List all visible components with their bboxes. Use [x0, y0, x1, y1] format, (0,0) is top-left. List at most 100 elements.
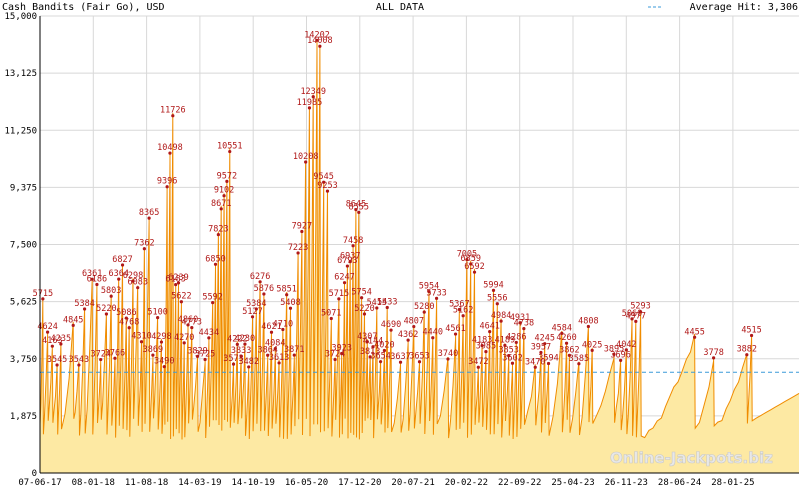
peak-label: 4084 [265, 339, 285, 349]
peak-label: 5220 [354, 304, 374, 314]
peak-marker [577, 362, 581, 366]
peak-label: 3543 [69, 355, 89, 365]
peak-label: 3585 [569, 354, 589, 364]
peak-marker [427, 290, 431, 294]
peak-label: 5408 [280, 298, 300, 308]
peak-marker [45, 330, 50, 334]
peak-marker [503, 343, 507, 347]
peak-marker [564, 341, 569, 345]
peak-label: 7927 [292, 221, 312, 231]
peak-label: 3829 [187, 346, 207, 356]
x-tick-label: 07-06-17 [18, 478, 61, 488]
peak-label: 7823 [208, 225, 228, 235]
peak-label: 3573 [223, 354, 243, 364]
peak-marker [630, 317, 634, 321]
peak-label: 3985 [476, 342, 496, 352]
peak-marker [174, 283, 178, 287]
peak-label: 5433 [377, 297, 397, 307]
peak-label: 6276 [250, 272, 270, 282]
peak-label: 6592 [464, 262, 484, 272]
peak-label: 4807 [404, 317, 424, 327]
peak-label: 6364 [109, 269, 129, 279]
y-tick-label: 13,125 [4, 69, 37, 79]
peak-marker [127, 326, 131, 330]
peak-label: 6083 [127, 278, 147, 288]
peak-label: 3864 [257, 345, 277, 355]
peak-label: 3871 [284, 345, 304, 355]
peak-label: 6827 [112, 255, 132, 265]
peak-marker [634, 319, 638, 323]
peak-label: 5293 [630, 302, 650, 312]
peak-label: 3602 [502, 353, 522, 363]
x-tick-label: 16-05-20 [285, 478, 328, 488]
peak-label: 4298 [151, 332, 171, 342]
peak-label: 4025 [582, 340, 602, 350]
peak-marker [446, 357, 450, 361]
peak-marker [168, 151, 172, 155]
peak-marker [182, 341, 186, 345]
chart-title: Cash Bandits (Fair Go), USD [2, 2, 165, 13]
peak-labels: 5715 4624 4163 3545 4235 4845 3543 5384 63616186… [33, 30, 762, 369]
peak-marker [371, 345, 375, 349]
peak-marker [325, 189, 330, 193]
peak-label: 4584 [552, 323, 572, 333]
peak-marker [247, 365, 251, 369]
peak-marker [243, 342, 247, 346]
peak-marker [55, 363, 59, 367]
x-tick-label: 28-01-25 [711, 478, 754, 488]
peak-label: 14202 [304, 30, 330, 40]
peak-label: 3853 [498, 346, 518, 356]
peak-marker [190, 325, 194, 330]
peak-label: 4440 [423, 328, 443, 338]
chart-range-label: ALL DATA [376, 2, 424, 13]
peak-label: 4222 [227, 334, 247, 344]
peak-label: 7005 [457, 250, 477, 260]
peak-marker [50, 344, 54, 348]
peak-marker [269, 330, 274, 334]
peak-label: 4310 [131, 332, 151, 342]
peak-marker [104, 312, 109, 316]
peak-label: 4808 [578, 317, 598, 327]
peak-label: 6793 [337, 256, 357, 266]
peak-label: 3923 [331, 343, 351, 353]
peak-marker [368, 355, 372, 359]
peak-label: 5384 [246, 299, 266, 309]
peak-marker [117, 277, 121, 281]
peak-label: 3613 [269, 353, 289, 363]
peak-marker [207, 336, 211, 340]
peak-label: 4860 [178, 315, 198, 325]
peak-marker [195, 354, 200, 358]
peak-label: 3637 [390, 352, 410, 362]
peak-label: 3724 [325, 350, 345, 360]
peak-label: 14008 [307, 36, 333, 46]
peak-marker [457, 307, 461, 312]
peak-marker [151, 353, 155, 357]
peak-marker [147, 216, 151, 220]
peak-marker [612, 352, 616, 356]
peak-marker [131, 279, 135, 283]
peak-marker [345, 264, 349, 268]
peak-label: 11726 [160, 106, 186, 116]
peak-marker [499, 319, 503, 323]
peak-marker [171, 114, 175, 118]
peak-label: 7223 [288, 243, 308, 253]
y-tick-label: 5,625 [10, 298, 37, 308]
peak-marker [203, 357, 207, 362]
peak-label: 4738 [514, 319, 534, 329]
peak-label: 5876 [254, 284, 274, 294]
peak-label: 6239 [168, 273, 188, 283]
peak-label: 4163 [42, 336, 62, 346]
peak-marker [510, 361, 515, 365]
peak-marker [469, 262, 473, 266]
peak-label: 3869 [143, 345, 163, 355]
peak-label: 3766 [105, 348, 125, 358]
peak-label: 4515 [741, 325, 761, 335]
peak-label: 8555 [349, 202, 369, 212]
peak-label: 4144 [363, 337, 383, 347]
peak-label: 5754 [351, 288, 371, 298]
peak-label: 5715 [33, 289, 53, 299]
peak-label: 10498 [157, 143, 183, 153]
peak-marker [491, 288, 496, 292]
peak-marker [176, 281, 181, 285]
x-tick-label: 20-02-22 [445, 478, 488, 488]
